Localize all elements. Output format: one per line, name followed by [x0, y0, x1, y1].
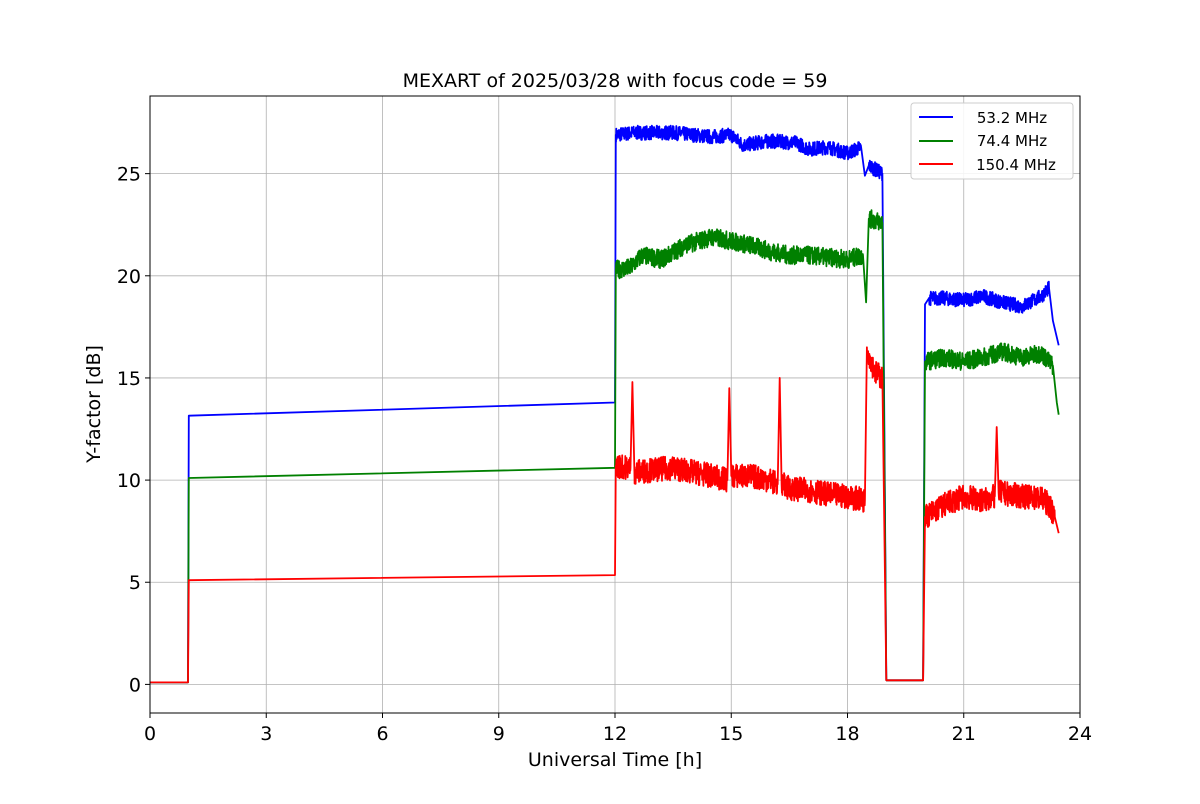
series-line-150-4-mhz	[150, 346, 1060, 684]
legend-label-74-4: 74.4 MHz	[977, 132, 1047, 150]
x-tick-label: 0	[144, 723, 156, 745]
axis-ticks: 0 3 6 9 12 15 18 21 24 0 5 10 15 20 25	[117, 164, 1092, 745]
legend-label-150-4: 150.4 MHz	[976, 156, 1056, 174]
x-tick-label: 6	[376, 723, 388, 745]
legend: 53.2 MHz 74.4 MHz 150.4 MHz	[910, 102, 1074, 180]
y-tick-label: 10	[117, 470, 141, 492]
series-line-53-2-mhz	[150, 124, 1060, 684]
y-tick-label: 20	[117, 266, 141, 288]
legend-label-53-2: 53.2 MHz	[977, 109, 1047, 127]
x-tick-label: 18	[835, 723, 859, 745]
legend-frame	[910, 102, 1074, 180]
series-line-74-4-mhz	[150, 209, 1060, 684]
y-axis-label: Y-factor [dB]	[83, 345, 105, 464]
x-tick-label: 21	[952, 723, 976, 745]
chart-title: MEXART of 2025/03/28 with focus code = 5…	[403, 70, 828, 92]
x-tick-label: 15	[719, 723, 743, 745]
y-tick-label: 25	[117, 164, 141, 186]
x-axis-label: Universal Time [h]	[528, 749, 702, 771]
series-group	[150, 124, 1060, 684]
y-tick-label: 0	[129, 674, 141, 696]
x-tick-label: 9	[493, 723, 505, 745]
y-tick-label: 15	[117, 368, 141, 390]
x-tick-label: 3	[260, 723, 272, 745]
x-tick-label: 24	[1068, 723, 1092, 745]
y-tick-label: 5	[129, 572, 141, 594]
x-tick-label: 12	[603, 723, 627, 745]
